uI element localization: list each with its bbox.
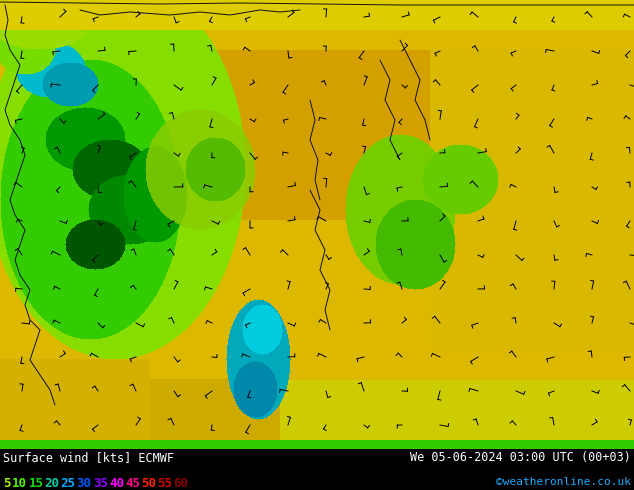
Text: We 05-06-2024 03:00 UTC (00+03): We 05-06-2024 03:00 UTC (00+03) bbox=[410, 451, 631, 464]
Text: 50: 50 bbox=[141, 477, 156, 490]
Text: 40: 40 bbox=[109, 477, 124, 490]
Text: 60: 60 bbox=[173, 477, 188, 490]
Text: 45: 45 bbox=[125, 477, 140, 490]
Bar bbox=[0, 440, 634, 449]
Text: 20: 20 bbox=[44, 477, 60, 490]
Text: ©weatheronline.co.uk: ©weatheronline.co.uk bbox=[496, 477, 631, 487]
Text: 30: 30 bbox=[77, 477, 92, 490]
Text: 5: 5 bbox=[3, 477, 11, 490]
Text: 35: 35 bbox=[93, 477, 108, 490]
Text: 25: 25 bbox=[61, 477, 75, 490]
Text: 10: 10 bbox=[12, 477, 27, 490]
Text: Surface wind [kts] ECMWF: Surface wind [kts] ECMWF bbox=[3, 451, 174, 464]
Text: 15: 15 bbox=[29, 477, 43, 490]
Text: 55: 55 bbox=[157, 477, 172, 490]
